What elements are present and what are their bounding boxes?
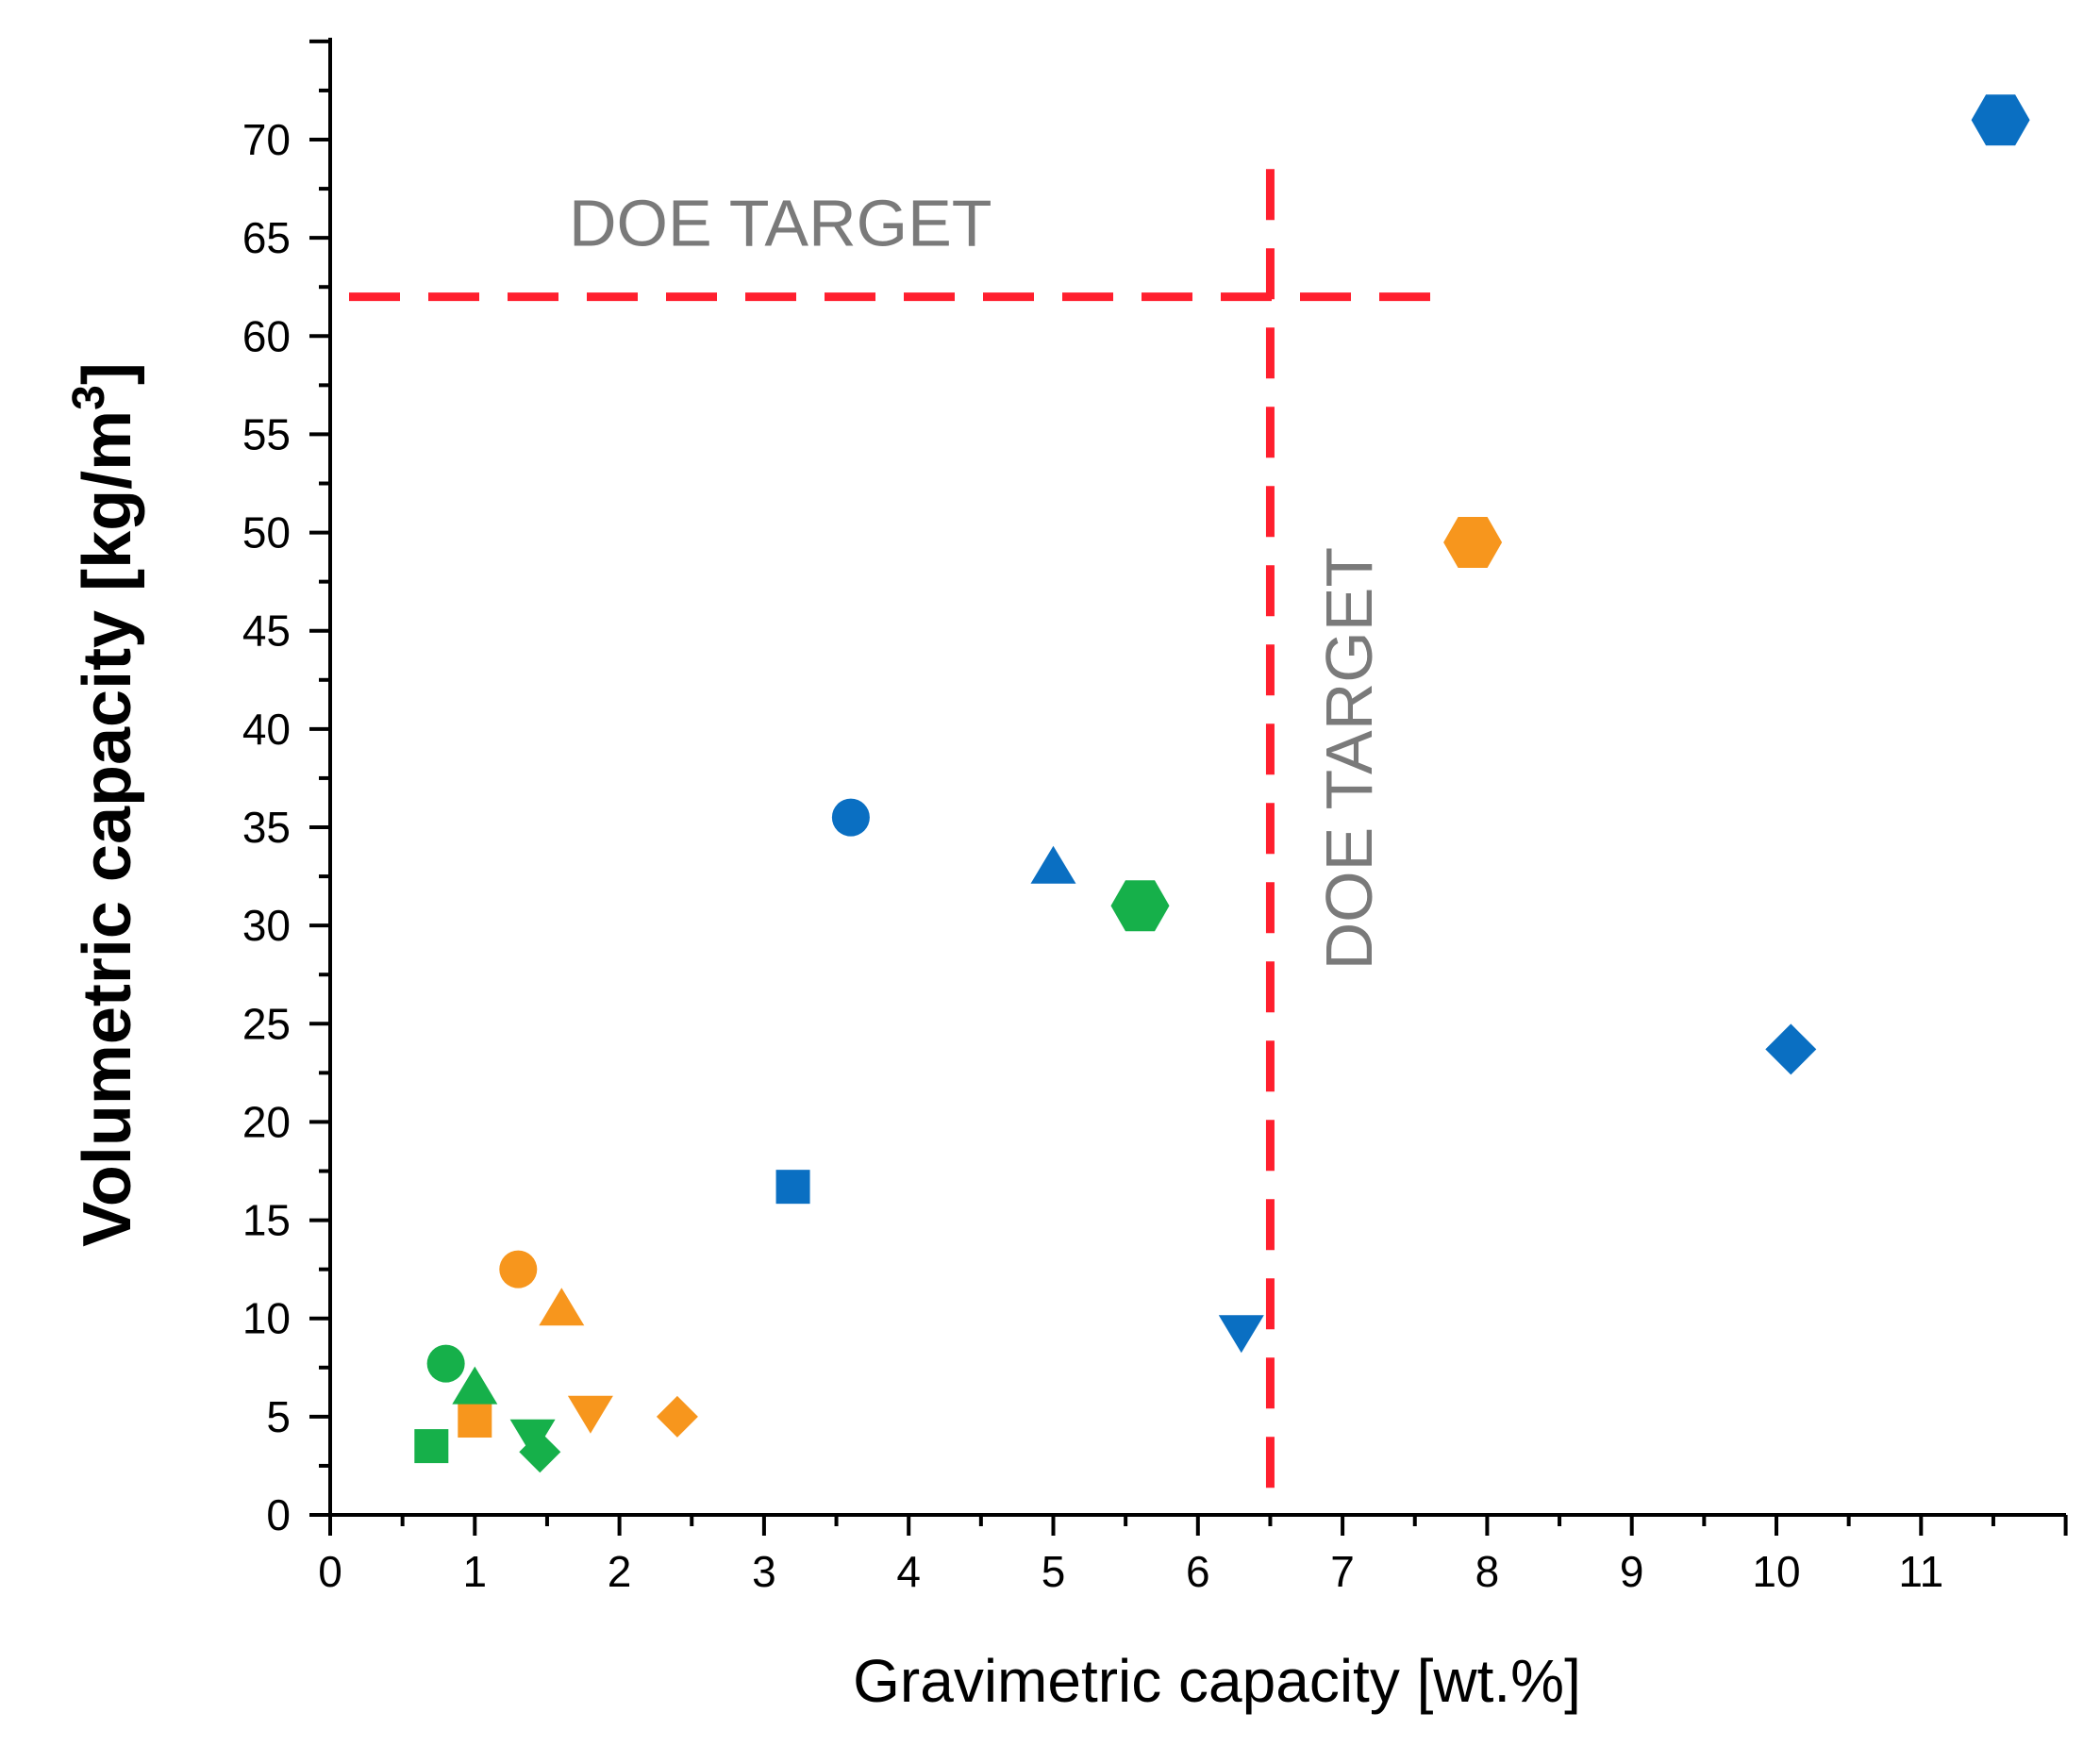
y-tick-label: 15 [242,1196,291,1245]
x-tick-label: 8 [1475,1547,1500,1596]
data-point-triangle-down [509,1419,556,1457]
y-tick-label: 40 [242,705,291,754]
y-tick-label: 0 [266,1490,291,1539]
data-point-circle [499,1250,538,1289]
y-tick-label: 35 [242,803,291,852]
x-tick-label: 1 [463,1547,488,1596]
y-axis-title: Volumetric capacity [kg/m3] [64,362,145,1247]
y-tick-label: 5 [266,1392,291,1441]
x-tick-labels: 0 1 2 3 4 5 6 7 8 9 10 11 [318,1547,1943,1596]
x-tick-label: 6 [1186,1547,1210,1596]
y-tick-label: 70 [242,115,291,164]
x-tick-label: 7 [1330,1547,1355,1596]
data-point-square [458,1404,492,1438]
data-point-triangle-up [1030,845,1076,884]
data-point-hexagon [1443,517,1503,568]
y-tick-label: 60 [242,311,291,360]
x-tick-label: 10 [1752,1547,1800,1596]
y-axis-title-text: Volumetric capacity [kg/m [70,410,145,1247]
data-point-circle [831,798,870,837]
x-tick-label: 5 [1042,1547,1066,1596]
data-point-diamond [656,1395,698,1438]
y-tick-label: 45 [242,607,291,656]
x-tick-label: 3 [752,1547,776,1596]
doe-target-horizontal-label: DOE TARGET [569,186,992,259]
data-point-triangle-up [539,1288,585,1326]
x-tick-label: 4 [896,1547,921,1596]
y-tick-labels: 0 5 10 15 20 25 30 35 40 45 50 55 60 65 70 [242,115,291,1539]
doe-target-vertical-label: DOE TARGET [1312,547,1386,971]
data-points [414,94,2030,1473]
data-point-square [414,1429,449,1464]
y-tick-label: 30 [242,901,291,950]
x-axis-title: Gravimetric capacity [wt.%] [853,1647,1581,1715]
y-tick-label: 20 [242,1097,291,1146]
data-point-hexagon [1110,880,1170,932]
data-point-triangle-down [567,1395,613,1434]
x-tick-label: 0 [318,1547,342,1596]
x-tick-label: 2 [608,1547,632,1596]
x-tick-label: 11 [1898,1547,1943,1596]
y-axis-title-superscript: 3 [64,385,114,410]
y-tick-label: 50 [242,508,291,557]
y-tick-label: 10 [242,1294,291,1343]
data-point-diamond [1765,1023,1817,1075]
y-tick-label: 55 [242,409,291,458]
x-tick-label: 9 [1620,1547,1644,1596]
data-point-triangle-up [452,1366,498,1405]
data-point-square [775,1170,810,1205]
data-point-circle [426,1344,465,1383]
y-tick-label: 65 [242,213,291,262]
y-tick-label: 25 [242,999,291,1048]
y-axis-title-close: ] [70,362,145,385]
data-point-triangle-down [1218,1315,1264,1354]
data-point-hexagon [1971,94,2030,146]
